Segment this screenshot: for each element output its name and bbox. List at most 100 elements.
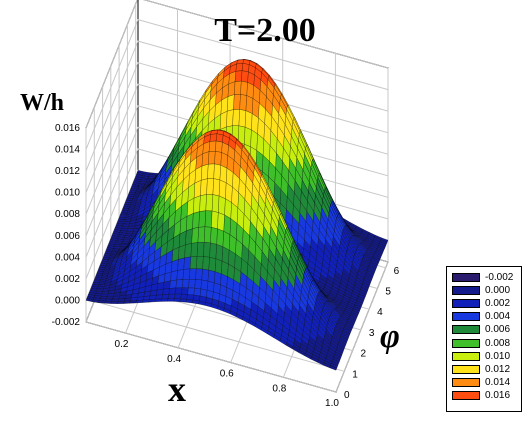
- surface-cell: [241, 71, 248, 83]
- surface-cell: [124, 301, 131, 304]
- z-tick-label: 0.010: [55, 188, 80, 199]
- surface-cell: [106, 299, 113, 302]
- surface-cell: [97, 286, 104, 289]
- z-tick-label: 0.000: [55, 295, 80, 306]
- surface-cell: [207, 281, 214, 292]
- surface-cell: [142, 300, 149, 303]
- surface-cell: [192, 227, 199, 243]
- surface-cell: [187, 295, 194, 301]
- surface-cell: [155, 299, 162, 302]
- surface-cell: [207, 179, 214, 195]
- surface-cell: [193, 196, 200, 214]
- legend-swatch: [452, 352, 480, 361]
- surface-cell: [214, 164, 221, 180]
- surface-cell: [181, 294, 188, 299]
- surface-cell: [186, 299, 193, 303]
- legend-item: 0.016: [452, 389, 517, 402]
- surface-cell: [148, 177, 155, 179]
- surface-cell: [196, 256, 203, 269]
- surface-cell: [193, 212, 200, 229]
- surface-cell: [240, 94, 247, 110]
- surface-cell: [119, 295, 126, 299]
- y-tick-label: 5: [385, 286, 391, 297]
- surface-cell: [200, 179, 207, 196]
- legend-item: 0.002: [452, 297, 517, 310]
- surface-cell: [220, 165, 227, 183]
- surface-cell: [127, 229, 134, 232]
- surface-cell: [189, 269, 196, 280]
- y-tick-label: 4: [377, 307, 383, 318]
- surface-cell: [228, 82, 235, 97]
- legend-label: 0.000: [485, 285, 510, 296]
- surface-cell: [233, 94, 240, 109]
- surface-cell: [246, 96, 253, 114]
- legend-item: 0.006: [452, 323, 517, 336]
- surface-cell: [197, 242, 204, 256]
- legend-label: 0.014: [485, 377, 510, 388]
- surface-cell: [119, 215, 126, 217]
- legend-swatch: [452, 286, 480, 295]
- legend-swatch: [452, 325, 480, 334]
- surface-cell: [177, 269, 184, 280]
- surface-cell: [120, 213, 127, 215]
- surface-cell: [215, 259, 222, 274]
- legend-label: 0.010: [485, 351, 510, 362]
- surface-cell: [104, 254, 111, 256]
- surface-cell: [163, 281, 170, 289]
- surface-cell: [205, 211, 212, 228]
- surface-cell: [219, 180, 226, 199]
- surface-cell: [118, 299, 125, 302]
- surface-cell: [209, 141, 216, 152]
- surface-cell: [168, 294, 175, 299]
- surface-cell: [236, 63, 243, 71]
- legend-swatch: [452, 312, 480, 321]
- surface-cell: [150, 290, 157, 296]
- z-axis-label: W/h: [20, 90, 64, 117]
- surface-cell: [130, 301, 137, 304]
- surface-cell: [226, 110, 233, 127]
- surface-cell: [149, 295, 156, 299]
- surface-cell: [130, 189, 137, 191]
- surface-cell: [208, 270, 215, 283]
- surface-cell: [220, 111, 227, 129]
- legend-item: 0.008: [452, 336, 517, 349]
- surface-cell: [214, 272, 221, 285]
- surface-cell: [113, 296, 120, 299]
- surface-cell: [213, 179, 220, 196]
- surface-cell: [111, 301, 118, 303]
- surface-cell: [171, 260, 178, 273]
- surface-cell: [190, 256, 197, 269]
- surface-cell: [106, 296, 113, 299]
- legend-label: 0.002: [485, 298, 510, 309]
- surface-cell: [201, 280, 208, 290]
- legend-label: 0.008: [485, 338, 510, 349]
- surface-cell: [128, 226, 135, 229]
- surface-cell: [178, 258, 185, 271]
- legend-label: 0.012: [485, 364, 510, 375]
- surface-cell: [167, 299, 174, 302]
- surface-cell: [209, 257, 216, 271]
- surface-cell: [201, 164, 208, 180]
- surface-cell: [140, 180, 147, 182]
- legend-swatch: [452, 378, 480, 387]
- surface-cell: [195, 279, 202, 289]
- surface-cell: [180, 299, 187, 302]
- surface-cell: [137, 297, 144, 301]
- surface-cell: [171, 271, 178, 281]
- surface-cell: [170, 280, 177, 288]
- surface-cell: [215, 151, 222, 165]
- surface-cell: [218, 196, 225, 215]
- z-tick-label: 0.014: [55, 145, 80, 156]
- surface-cell: [210, 134, 217, 142]
- surface-cell: [207, 164, 214, 179]
- legend-swatch: [452, 365, 480, 374]
- surface-cell: [94, 278, 101, 280]
- legend-label: -0.002: [485, 272, 513, 283]
- surface-cell: [185, 229, 192, 245]
- surface-cell: [206, 195, 213, 212]
- surface-cell: [203, 256, 210, 270]
- surface-cell: [191, 242, 198, 256]
- surface-cell: [124, 298, 131, 301]
